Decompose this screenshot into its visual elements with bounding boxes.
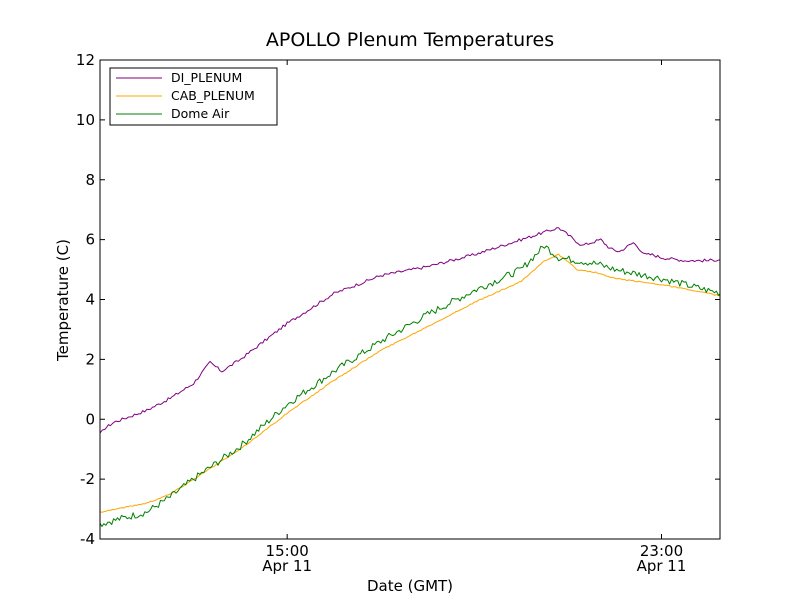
x-tick-label-date: Apr 11 — [262, 557, 312, 575]
x-axis-label: Date (GMT) — [367, 577, 453, 595]
legend-label-di-plenum: DI_PLENUM — [171, 70, 242, 85]
y-tick-label: 6 — [85, 231, 95, 249]
legend-label-cab-plenum: CAB_PLENUM — [171, 88, 255, 103]
series-line-dome-air — [100, 245, 720, 527]
x-tick-label-date: Apr 11 — [637, 557, 687, 575]
y-tick-label: 12 — [76, 51, 95, 69]
y-tick-label: 0 — [85, 410, 95, 428]
series-line-cab-plenum — [100, 253, 720, 513]
series-line-di-plenum — [100, 227, 720, 434]
y-tick-label: 8 — [85, 171, 95, 189]
legend: DI_PLENUM CAB_PLENUM Dome Air — [109, 67, 278, 126]
x-tick-label-time: 15:00 — [266, 542, 309, 560]
plot-area — [100, 60, 720, 539]
x-tick-label-time: 23:00 — [640, 542, 683, 560]
chart-title: APOLLO Plenum Temperatures — [266, 29, 554, 51]
y-tick-label: -4 — [80, 530, 95, 548]
legend-label-dome-air: Dome Air — [171, 106, 230, 121]
y-tick-label: 4 — [85, 291, 95, 309]
y-tick-label: 10 — [76, 111, 95, 129]
y-axis-label: Temperature (C) — [54, 239, 72, 362]
series-layer — [100, 227, 720, 527]
y-tick-label: -2 — [80, 470, 95, 488]
y-tick-label: 2 — [85, 350, 95, 368]
plot-frame — [99, 59, 721, 540]
